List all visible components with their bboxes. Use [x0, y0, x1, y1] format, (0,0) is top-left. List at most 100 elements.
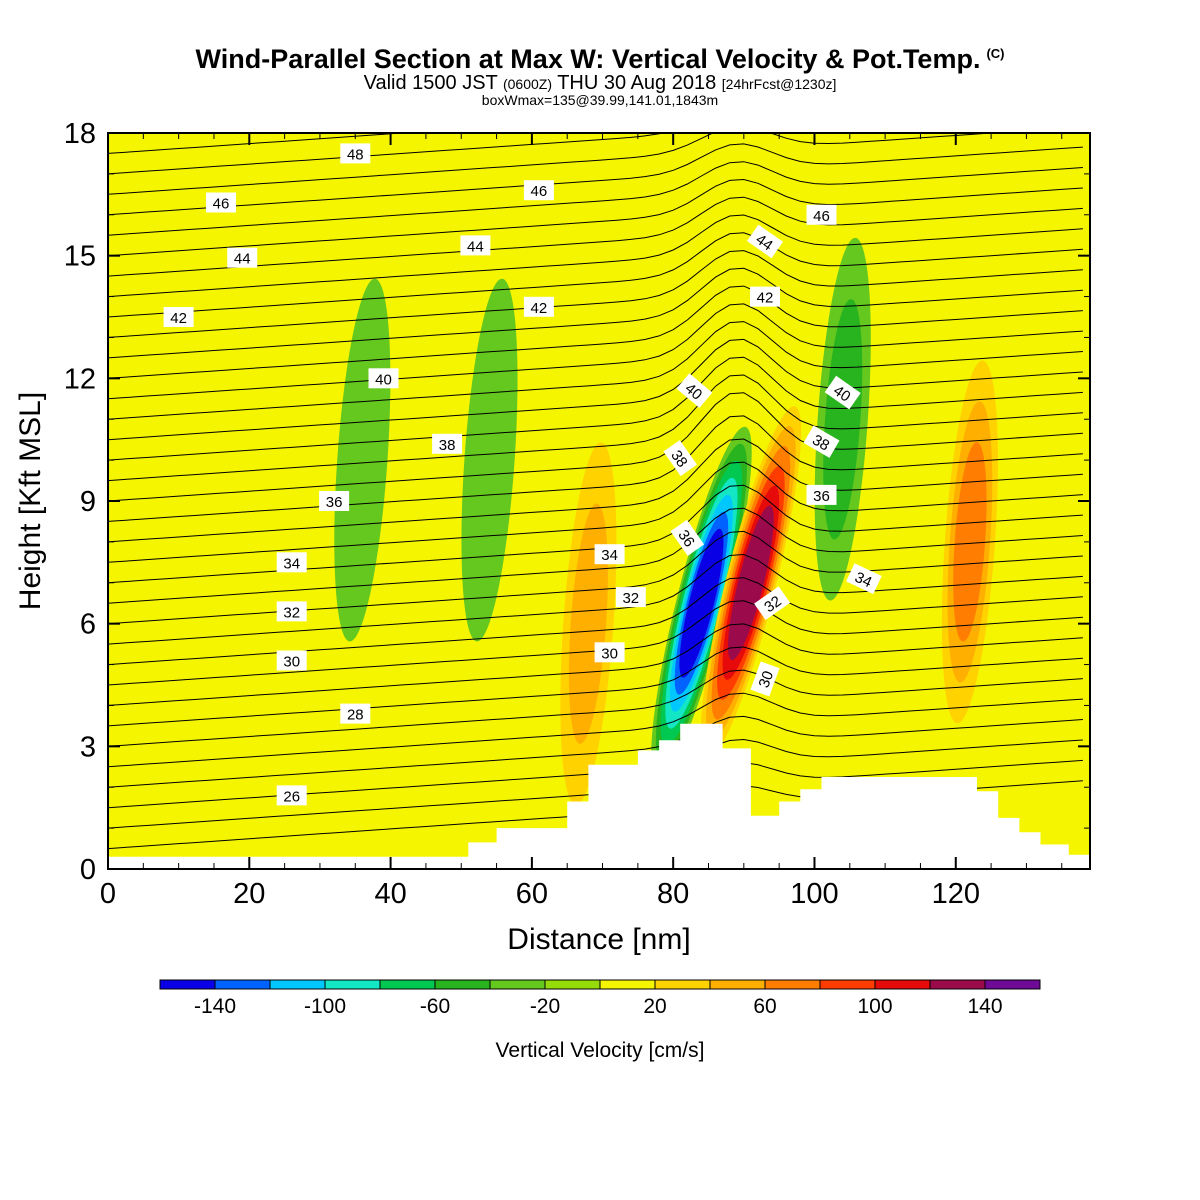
colorbar-swatch [324, 979, 381, 990]
isentrope-line [108, 285, 1083, 379]
isentrope-label-box [670, 519, 705, 556]
colorbar-swatch [489, 979, 546, 990]
colorbar-swatch [929, 979, 986, 990]
isentrope-line [108, 438, 1083, 543]
x-tick-label: 40 [374, 878, 406, 910]
isentrope-line [108, 196, 1083, 277]
terrain-layer [108, 723, 1090, 869]
valid-time: Valid 1500 JST [363, 72, 498, 94]
isentrope-label-box [276, 601, 307, 622]
isentrope-line [108, 214, 1083, 298]
isentrope-label-text: 26 [283, 788, 300, 805]
y-tick-label: 6 [80, 609, 96, 641]
isentrope-label-text: 48 [347, 146, 364, 163]
isentrope-label: 40 [824, 375, 861, 410]
isentrope-line [108, 303, 1083, 400]
colorbar-tick-label: -140 [194, 995, 236, 1018]
isentrope-label-box [276, 552, 307, 573]
isentrope-line [108, 415, 1083, 522]
isentrope-label-text: 30 [756, 669, 778, 690]
isentrope-label: 38 [663, 440, 697, 477]
isentrope-label-box [806, 204, 837, 225]
isentrope-line [108, 143, 1083, 216]
isentrope-line [108, 232, 1083, 318]
y-axis-label: Height [Kft MSL] [14, 392, 47, 610]
isentrope-label-box [227, 247, 258, 268]
isentrope-label-text: 32 [761, 593, 784, 616]
isentrope-label: 44 [746, 224, 784, 259]
isentrope-label-box [368, 368, 399, 389]
isentrope-label-text: 46 [813, 208, 830, 225]
isentrope-label-box [276, 785, 307, 806]
isentrope-label-box [806, 484, 837, 505]
isentrope-line [108, 553, 1083, 645]
isentrope-label: 26 [276, 785, 307, 806]
isentrope-label-text: 38 [439, 437, 456, 454]
isentrope-label-text: 34 [601, 547, 618, 564]
colorbar-swatch [709, 979, 766, 990]
isentrope-label-text: 40 [830, 382, 853, 405]
isentrope-line [108, 669, 1083, 747]
isentrope-label-box [594, 544, 625, 565]
colorbar-swatch [654, 979, 711, 990]
isentrope-label-box [615, 587, 646, 608]
isentrope-label-text: 44 [752, 231, 775, 254]
isentrope-line [108, 646, 1083, 727]
isentrope-label-text: 46 [531, 183, 548, 200]
velocity-contour-band [823, 299, 863, 540]
isentrope-label-box [206, 192, 236, 213]
isentrope-label-text: 32 [283, 604, 300, 621]
isentrope-label-text: 28 [347, 707, 364, 724]
isentrope-label-text: 42 [170, 310, 187, 327]
forecast-info: [24hrFcst@1230z] [721, 76, 837, 92]
isentrope-label-text: 38 [809, 431, 832, 454]
isentrope-label-box [594, 642, 625, 663]
isentrope-label-box [750, 661, 780, 697]
isentrope-label: 40 [368, 368, 399, 389]
isentrope-line [108, 715, 1083, 788]
isentrope-label-text: 30 [601, 645, 618, 662]
isentrope-label: 32 [276, 601, 307, 622]
colorbar-tick-label: 140 [967, 995, 1002, 1018]
isentrope-line [108, 692, 1083, 768]
isentrope-label: 38 [432, 433, 463, 454]
isentrope-line [108, 267, 1083, 359]
isentrope-label-text: 40 [375, 371, 392, 388]
y-tick-label: 9 [80, 486, 96, 518]
valid-utc: (0600Z) [502, 76, 552, 92]
isentrope-line [108, 461, 1083, 563]
isentrope-label-box [824, 375, 861, 410]
colorbar-tick-label: 100 [857, 995, 892, 1018]
isentrope-label: 42 [750, 286, 780, 307]
isentrope-label: 40 [676, 373, 713, 408]
isentrope-label: 46 [523, 180, 554, 201]
x-tick-label: 20 [233, 878, 265, 910]
valid-date: THU 30 Aug 2018 [557, 72, 717, 94]
isentrope-line [108, 507, 1083, 604]
y-tick-label: 0 [80, 854, 96, 886]
velocity-contour-band [953, 442, 987, 642]
isentrope-label-text: 32 [622, 590, 639, 607]
x-tick-label: 60 [516, 878, 548, 910]
terrain [108, 723, 1090, 869]
copyright-mark: (C) [986, 46, 1005, 61]
isentrope-line [108, 133, 665, 175]
isentrope-line [108, 338, 1083, 441]
isentrope-label-box [750, 286, 780, 307]
isentrope-line [108, 623, 1083, 706]
colorbar-swatch [269, 979, 326, 990]
isentrope-label-text: 42 [531, 300, 548, 317]
velocity-contour-band [728, 505, 774, 661]
isentrope-label-text: 36 [326, 494, 343, 511]
isentrope-label-box [523, 180, 554, 201]
isentrope-label-text: 34 [852, 569, 874, 591]
box-info: boxWmax=135@39.99,141.01,1843m [481, 92, 719, 108]
colorbar-tick-label: 60 [753, 995, 776, 1018]
isentrope-label: 34 [276, 552, 307, 573]
isentrope-label-box [163, 307, 194, 327]
isentrope-label: 42 [163, 307, 194, 327]
isentrope-label: 44 [460, 235, 491, 256]
colorbar-swatch [819, 979, 876, 990]
isentrope-label-text: 42 [757, 290, 774, 307]
